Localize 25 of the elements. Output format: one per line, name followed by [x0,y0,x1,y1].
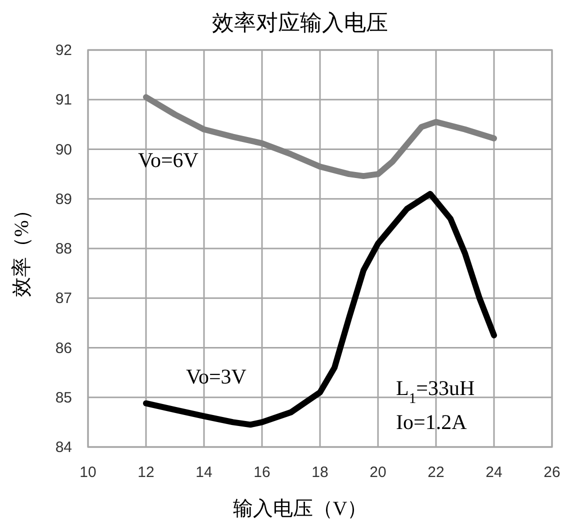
y-tick-label: 85 [55,389,72,406]
x-tick-label: 12 [138,464,154,481]
x-tick-label: 10 [80,464,96,481]
x-axis-title: 输入电压（V） [232,498,368,520]
y-tick-label: 86 [55,340,72,357]
annotation: L$_{1}$=33uH [396,376,475,407]
series-label: Vo=3V [186,364,246,388]
x-tick-label: 18 [312,464,328,481]
y-axis-title: 效率（%） [11,200,33,297]
series-label: Vo=6V [138,148,198,172]
x-tick-label: 22 [428,464,444,481]
y-tick-label: 89 [55,190,72,208]
x-tick-label: 14 [196,464,212,481]
y-tick-label: 92 [55,42,72,59]
y-tick-label: 84 [55,439,72,456]
x-tick-label: 26 [544,464,560,481]
y-tick-label: 88 [55,240,72,258]
y-tick-label: 87 [55,290,72,308]
chart-title: 效率对应输入电压 [212,10,388,35]
x-tick-label: 16 [254,464,270,481]
x-tick-label: 20 [370,464,386,481]
annotation: Io=1.2A [396,410,468,434]
y-tick-label: 90 [55,141,72,158]
y-tick-label: 91 [55,92,72,109]
x-tick-label: 24 [486,464,502,481]
